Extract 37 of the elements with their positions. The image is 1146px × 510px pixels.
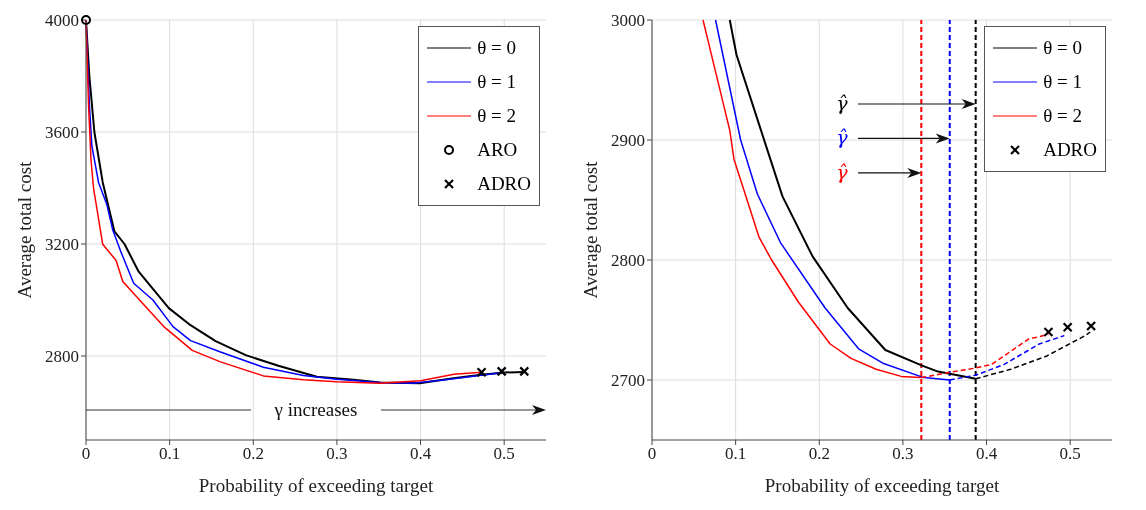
y-tick-label: 2900 [611,131,645,151]
legend-label: θ = 1 [1043,71,1082,93]
y-tick-label: 3000 [611,11,645,31]
x-tick-label: 0.2 [242,444,264,464]
annotation: γ̂ [836,126,849,149]
x-tick-label: 0.3 [892,444,914,464]
y-axis-title: Average total cost [579,160,601,299]
x-tick-label: 0 [647,444,657,464]
x-tick-label: 0.2 [808,444,830,464]
legend-label: θ = 2 [1043,105,1082,127]
legend-label: ADRO [477,173,531,195]
y-tick-label: 3200 [45,235,79,255]
legend-label: ARO [477,139,518,161]
annotation: γ̂ [836,160,849,183]
legend-label: θ = 0 [1043,37,1082,59]
x-axis-title: Probability of exceeding target [198,475,434,496]
y-tick-label: 2700 [611,371,645,391]
x-tick-label: 0.4 [975,444,998,464]
y-tick-label: 4000 [45,11,79,31]
x-tick-label: 0.3 [326,444,348,464]
legend-label: ADRO [1043,139,1097,161]
y-axis-title: Average total cost [13,160,35,299]
x-tick-label: 0 [81,444,91,464]
y-tick-label: 2800 [611,251,645,271]
x-tick-label: 0.1 [725,444,747,464]
x-axis-title: Probability of exceeding target [764,475,1000,496]
annotation: γ̂ [836,92,849,114]
x-tick-label: 0.1 [159,444,181,464]
legend-label: θ = 1 [477,71,516,93]
y-tick-label: 2800 [45,347,79,367]
annotation: γ increases [273,399,358,420]
legend-label: θ = 0 [477,37,516,59]
y-tick-label: 3600 [45,123,79,143]
x-tick-label: 0.4 [409,444,432,464]
x-tick-label: 0.5 [1059,444,1081,464]
x-tick-label: 0.5 [493,444,515,464]
legend-label: θ = 2 [477,105,516,127]
